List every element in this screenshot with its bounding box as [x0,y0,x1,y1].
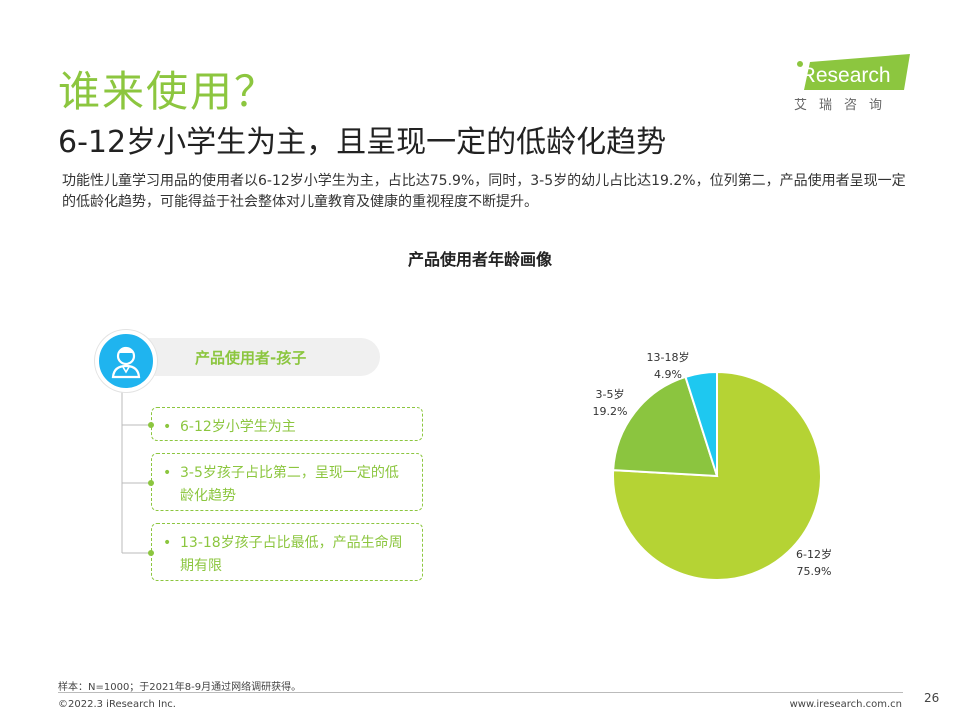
page-title: 谁来使用？ [58,67,279,116]
pie-label-3-5-name: 3-5岁 [595,388,625,401]
pie-label-13-18: 13-18岁 4.9% [640,349,696,383]
point-box-3: 13-18岁孩子占比最低，产品生命周期有限 [151,523,423,581]
description: 功能性儿童学习用品的使用者以6-12岁小学生为主，占比达75.9%，同时，3-5… [62,173,906,210]
website-link[interactable]: www.iresearch.com.cn [789,699,902,710]
pie-label-6-12-name: 6-12岁 [796,548,832,561]
point-box-2: 3-5岁孩子占比第二，呈现一定的低龄化趋势 [151,453,423,511]
pie-label-6-12: 6-12岁 75.9% [788,546,840,580]
copyright: ©2022.3 iResearch Inc. [58,699,176,710]
logo-text: iResearch [796,64,891,87]
footer-divider [58,692,903,693]
pie-label-13-18-value: 4.9% [654,368,682,381]
sample-note: 样本：N=1000；于2021年8-9月通过网络调研获得。 [58,682,302,693]
pie-slice-3 [684,370,718,477]
pie-label-3-5-value: 19.2% [592,405,628,418]
iresearch-logo-icon: iResearch [796,54,910,90]
pie-slice-1 [612,370,822,581]
panel-heading: 产品使用者-孩子 [195,349,307,367]
point-box-1: 6-12岁小学生为主 [151,407,423,441]
pie-slice-2 [612,375,719,478]
child-avatar-icon [95,330,157,392]
pie-label-3-5: 3-5岁 19.2% [584,386,636,420]
pie-label-6-12-value: 75.9% [796,565,832,578]
chart-title: 产品使用者年龄画像 [407,250,552,269]
page-subtitle: 6-12岁小学生为主，且呈现一定的低龄化趋势 [58,125,667,160]
pie-label-13-18-name: 13-18岁 [646,351,690,364]
logo-subtext: 艾瑞咨询 [794,98,895,113]
page-number: 26 [924,691,940,705]
